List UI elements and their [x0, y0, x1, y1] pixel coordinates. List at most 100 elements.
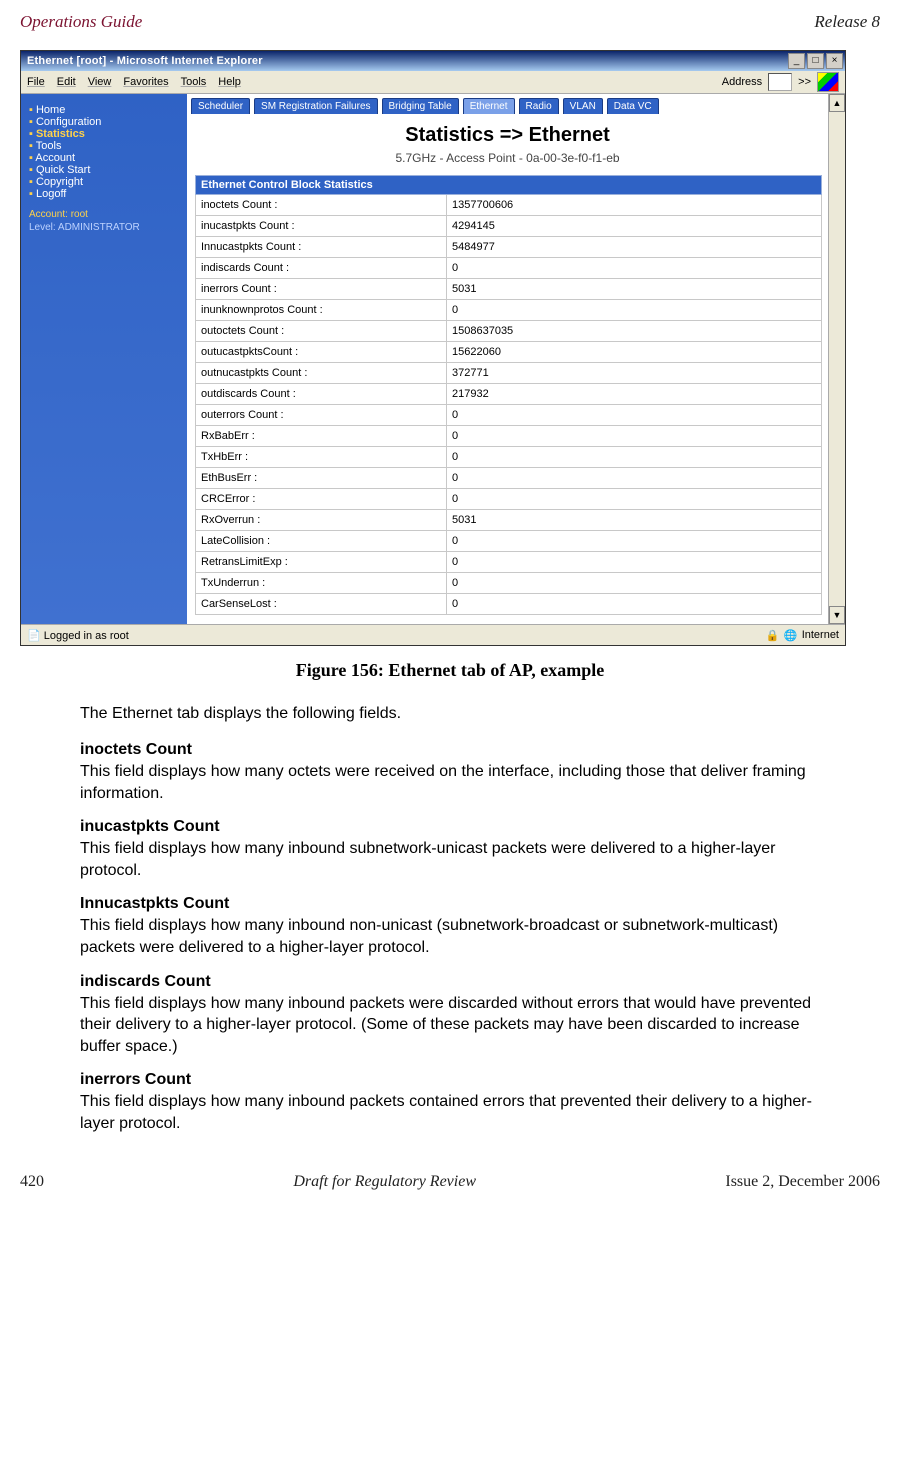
table-row: RetransLimitExp :0 [196, 552, 822, 573]
tab-radio[interactable]: Radio [519, 98, 559, 114]
footer-center: Draft for Regulatory Review [293, 1173, 476, 1191]
stat-label: inucastpkts Count : [196, 216, 447, 237]
window-controls: _ □ × [788, 53, 843, 69]
menu-file[interactable]: File [27, 76, 45, 88]
tab-sm-registration-failures[interactable]: SM Registration Failures [254, 98, 377, 114]
field-description: This field displays how many inbound pac… [80, 1091, 835, 1134]
table-row: indiscards Count :0 [196, 258, 822, 279]
stat-label: inunknownprotos Count : [196, 300, 447, 321]
table-row: LateCollision :0 [196, 531, 822, 552]
table-row: TxUnderrun :0 [196, 573, 822, 594]
stat-value: 0 [447, 300, 822, 321]
menu-tools[interactable]: Tools [181, 76, 207, 88]
account-level: Level: ADMINISTRATOR [29, 221, 179, 234]
tab-data-vc[interactable]: Data VC [607, 98, 659, 114]
page-icon: 📄 [27, 630, 41, 642]
scroll-up-icon[interactable]: ▲ [829, 94, 845, 112]
maximize-button[interactable]: □ [807, 53, 824, 69]
table-row: RxBabErr :0 [196, 426, 822, 447]
address-box[interactable] [768, 73, 792, 91]
tab-scheduler[interactable]: Scheduler [191, 98, 250, 114]
table-row: CarSenseLost :0 [196, 594, 822, 615]
field-heading: indiscards Count [80, 973, 835, 991]
stat-label: outnucastpkts Count : [196, 363, 447, 384]
lock-icon: 🔒 [766, 628, 780, 642]
menu-bar: FileEditViewFavoritesToolsHelp Address >… [21, 71, 845, 94]
field-description: This field displays how many inbound pac… [80, 993, 835, 1058]
table-row: inoctets Count :1357700606 [196, 195, 822, 216]
stat-label: outdiscards Count : [196, 384, 447, 405]
main-content: SchedulerSM Registration Failures Bridgin… [187, 94, 828, 624]
stat-label: inerrors Count : [196, 279, 447, 300]
sidebar-item-logoff[interactable]: Logoff [29, 188, 179, 200]
tab-ethernet[interactable]: Ethernet [463, 98, 515, 114]
table-row: EthBusErr :0 [196, 468, 822, 489]
sidebar-item-quick-start[interactable]: Quick Start [29, 164, 179, 176]
sidebar-item-account[interactable]: Account [29, 152, 179, 164]
stat-label: EthBusErr : [196, 468, 447, 489]
stat-label: CRCError : [196, 489, 447, 510]
stat-label: indiscards Count : [196, 258, 447, 279]
table-row: CRCError :0 [196, 489, 822, 510]
table-row: outnucastpkts Count :372771 [196, 363, 822, 384]
window-title: Ethernet [root] - Microsoft Internet Exp… [23, 55, 263, 67]
table-header: Ethernet Control Block Statistics [196, 176, 822, 195]
sidebar-item-copyright[interactable]: Copyright [29, 176, 179, 188]
stat-value: 5031 [447, 510, 822, 531]
table-row: inunknownprotos Count :0 [196, 300, 822, 321]
stat-value: 0 [447, 531, 822, 552]
menu-favorites[interactable]: Favorites [123, 76, 168, 88]
minimize-button[interactable]: _ [788, 53, 805, 69]
stat-value: 0 [447, 552, 822, 573]
field-description: This field displays how many octets were… [80, 761, 835, 804]
stat-value: 0 [447, 258, 822, 279]
stat-label: outerrors Count : [196, 405, 447, 426]
menu-help[interactable]: Help [218, 76, 241, 88]
sidebar-item-tools[interactable]: Tools [29, 140, 179, 152]
stat-value: 0 [447, 594, 822, 615]
stat-label: RetransLimitExp : [196, 552, 447, 573]
field-heading: inoctets Count [80, 741, 835, 759]
stat-value: 217932 [447, 384, 822, 405]
table-row: outoctets Count :1508637035 [196, 321, 822, 342]
stat-label: outucastpktsCount : [196, 342, 447, 363]
title-bar: Ethernet [root] - Microsoft Internet Exp… [21, 51, 845, 71]
ie-logo-icon [817, 72, 839, 92]
toolbar-chevrons-icon[interactable]: >> [798, 76, 811, 88]
stat-value: 0 [447, 468, 822, 489]
stat-value: 4294145 [447, 216, 822, 237]
stat-value: 1357700606 [447, 195, 822, 216]
scrollbar[interactable]: ▲ ▼ [828, 94, 845, 624]
table-row: RxOverrun :5031 [196, 510, 822, 531]
stats-table: Ethernet Control Block Statistics inocte… [195, 175, 822, 615]
stat-label: TxHbErr : [196, 447, 447, 468]
stat-value: 15622060 [447, 342, 822, 363]
doc-title-right: Release 8 [814, 12, 880, 32]
stat-label: CarSenseLost : [196, 594, 447, 615]
stat-value: 5484977 [447, 237, 822, 258]
close-button[interactable]: × [826, 53, 843, 69]
sidebar: HomeConfigurationStatisticsToolsAccountQ… [21, 94, 187, 624]
sidebar-item-home[interactable]: Home [29, 104, 179, 116]
page-subtitle: 5.7GHz - Access Point - 0a-00-3e-f0-f1-e… [187, 151, 828, 165]
stat-value: 5031 [447, 279, 822, 300]
sidebar-item-configuration[interactable]: Configuration [29, 116, 179, 128]
field-heading: inerrors Count [80, 1071, 835, 1089]
table-row: outdiscards Count :217932 [196, 384, 822, 405]
internet-zone-icon: 🌐 [784, 628, 798, 642]
scroll-down-icon[interactable]: ▼ [829, 606, 845, 624]
sidebar-item-statistics[interactable]: Statistics [29, 128, 179, 140]
stat-value: 0 [447, 426, 822, 447]
stat-value: 0 [447, 405, 822, 426]
tab-vlan[interactable]: VLAN [563, 98, 603, 114]
tab-bridging-table[interactable]: Bridging Table [382, 98, 459, 114]
stat-label: Innucastpkts Count : [196, 237, 447, 258]
menu-view[interactable]: View [88, 76, 112, 88]
stat-label: RxBabErr : [196, 426, 447, 447]
menu-edit[interactable]: Edit [57, 76, 76, 88]
stat-value: 0 [447, 573, 822, 594]
table-row: outerrors Count :0 [196, 405, 822, 426]
stat-label: outoctets Count : [196, 321, 447, 342]
stat-value: 0 [447, 489, 822, 510]
page-title: Statistics => Ethernet [187, 124, 828, 147]
